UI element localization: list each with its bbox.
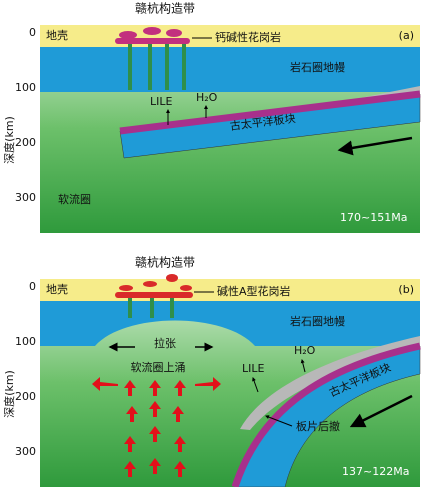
slab-top — [119, 90, 421, 135]
tick-label: 200 — [15, 390, 36, 403]
crust-label: 地壳 — [46, 282, 68, 296]
age: 137~122Ma — [342, 465, 409, 478]
tick-label: 300 — [15, 445, 36, 458]
mantle-label: 岩石圈地幔 — [290, 60, 345, 74]
mantle-layer — [40, 47, 420, 92]
arrow — [252, 377, 259, 393]
granite-stems — [128, 42, 186, 90]
upwelling-arrows — [92, 377, 221, 477]
rollback: 板片后撤 — [296, 419, 340, 433]
belt: 赣杭构造带 — [135, 255, 195, 270]
lile: LILE — [242, 362, 265, 375]
motion-arrow — [349, 394, 413, 428]
tick-label: 0 — [29, 280, 36, 293]
mantle-label: 岩石圈地幔 — [290, 314, 345, 328]
lile: LILE — [150, 95, 173, 108]
granite — [115, 27, 190, 44]
granite-stems — [128, 296, 174, 318]
panel-label: (a) — [399, 29, 414, 42]
upwelling: 软流圈上涌 — [131, 360, 186, 374]
h2o: H₂O — [294, 344, 316, 357]
granite-label: 钙碱性花岗岩 — [215, 30, 281, 44]
crust-label: 地壳 — [46, 28, 68, 42]
tick-label: 100 — [15, 81, 36, 94]
slab-top — [231, 342, 421, 489]
tick-label: 100 — [15, 335, 36, 348]
granite-label: 碱性A型花岗岩 — [217, 284, 291, 298]
panel-b: 赣杭构造带 地壳 碱性A型花岗岩 (b) 岩石圈地幔 拉张 软流圈上涌 LILE… — [2, 255, 421, 489]
asthenosphere-label: 软流圈 — [58, 192, 91, 206]
axis-title: 深度(km) — [2, 116, 16, 164]
motion-arrow — [337, 136, 413, 156]
granite — [115, 274, 193, 298]
extension: 拉张 — [154, 336, 176, 350]
axis-title: 深度(km) — [2, 370, 16, 418]
arrow — [300, 359, 306, 373]
belt: 赣杭构造带 — [135, 1, 195, 16]
age: 170~151Ma — [340, 211, 407, 224]
panel-label: (b) — [398, 283, 414, 296]
tick-label: 0 — [29, 26, 36, 39]
tick-label: 200 — [15, 136, 36, 149]
h2o: H₂O — [196, 91, 218, 104]
arrow — [265, 415, 293, 427]
tick-label: 300 — [15, 191, 36, 204]
panel-a: 赣杭构造带 地壳 钙碱性花岗岩 (a) 岩石圈地幔 LILE H₂O 古太平洋板… — [2, 1, 421, 233]
mantle-layer — [40, 301, 420, 346]
